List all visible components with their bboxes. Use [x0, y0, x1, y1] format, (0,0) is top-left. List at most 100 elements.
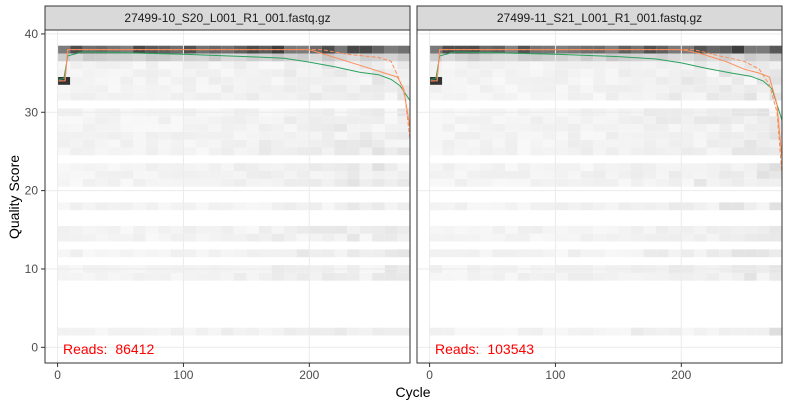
heat-cell — [271, 272, 285, 281]
facet-panel-1: 27499-10_S20_L001_R1_001.fastq.gz Reads:… — [44, 5, 411, 364]
heat-cell — [593, 69, 606, 77]
heat-cell — [259, 77, 272, 85]
heat-cell — [719, 131, 732, 140]
heat-cell — [296, 202, 310, 211]
heat-cell — [95, 139, 108, 148]
heat-cell — [397, 225, 410, 234]
heat-cell — [693, 171, 707, 179]
heat-cell — [429, 61, 443, 70]
heat-cell — [384, 45, 398, 54]
heat-cell — [442, 178, 455, 187]
quartile-quality-line — [430, 49, 783, 176]
heat-cell — [618, 69, 631, 77]
heat-cell — [744, 116, 757, 124]
heat-cell — [744, 225, 757, 234]
heat-cell — [284, 61, 297, 70]
heat-cell — [643, 92, 657, 101]
heat-cell — [259, 272, 272, 281]
heat-cell — [668, 171, 682, 179]
heat-cell — [530, 171, 543, 179]
heat-cell — [618, 139, 631, 148]
heat-cell — [246, 147, 259, 156]
heat-cell — [555, 233, 568, 242]
y-tick-label: 20 — [25, 184, 39, 198]
heat-cell — [70, 69, 83, 77]
heat-cell — [442, 53, 455, 62]
heat-cell — [107, 178, 121, 187]
heat-cell — [57, 131, 71, 140]
heat-cell — [309, 147, 322, 156]
heat-cell — [70, 61, 83, 70]
heat-cell — [284, 272, 297, 281]
heat-cell — [442, 131, 455, 140]
heat-cell — [693, 92, 707, 101]
heat-cell — [706, 131, 720, 140]
heat-cell — [605, 124, 619, 132]
heat-cell — [271, 124, 285, 132]
heat-cell — [568, 225, 581, 234]
heat-cell — [530, 69, 543, 77]
heat-cell — [158, 131, 171, 140]
heat-cell — [555, 225, 568, 234]
heat-cell — [246, 77, 259, 85]
heat-cell — [580, 327, 594, 336]
heat-cell — [479, 77, 493, 85]
heat-cell — [309, 272, 322, 281]
heat-cell — [221, 249, 234, 258]
heat-cell — [359, 92, 373, 101]
heat-cell — [196, 249, 209, 258]
heat-cell — [668, 163, 682, 171]
heat-cell — [309, 116, 322, 124]
heat-cell — [397, 69, 410, 77]
heat-cell — [296, 233, 310, 242]
heat-cell — [643, 116, 657, 124]
heat-cell — [593, 77, 606, 85]
heat-cell — [568, 249, 581, 258]
heat-cell — [347, 124, 360, 132]
heat-cell — [133, 147, 146, 156]
heat-cell — [133, 202, 146, 211]
heat-cell — [568, 202, 581, 211]
heat-cell — [284, 84, 297, 93]
heat-cell — [259, 92, 272, 101]
heat-cell — [631, 124, 644, 132]
heat-cell — [284, 131, 297, 140]
heat-cell — [57, 45, 71, 54]
facet-panel-2: 27499-11_S21_L001_R1_001.fastq.gz Reads:… — [416, 5, 783, 364]
heat-cell — [479, 163, 493, 171]
heat-cell — [530, 92, 543, 101]
heat-cell — [756, 53, 770, 62]
heat-cell — [731, 124, 745, 132]
heat-cell — [133, 163, 146, 171]
x-axis-2: 0 100 200 — [426, 363, 692, 382]
heat-cell — [57, 202, 71, 211]
heat-cell — [145, 327, 159, 336]
heat-cell — [568, 163, 581, 171]
heat-cell — [744, 69, 757, 77]
heat-cell — [196, 116, 209, 124]
heat-cell — [568, 171, 581, 179]
heat-cell — [479, 202, 493, 211]
heat-cell — [656, 116, 669, 124]
heat-cell — [454, 124, 468, 132]
heat-cell — [271, 131, 285, 140]
heat-cell — [246, 116, 259, 124]
x-tick-label: 0 — [426, 368, 433, 382]
heat-cell — [568, 92, 581, 101]
heat-cell — [397, 77, 410, 85]
heat-cell — [429, 131, 443, 140]
heat-cell — [530, 139, 543, 148]
heat-cell — [158, 178, 171, 187]
heat-cell — [706, 61, 720, 70]
heat-cell — [309, 249, 322, 258]
heat-cell — [744, 202, 757, 211]
heat-cell — [95, 171, 108, 179]
heat-cell — [656, 139, 669, 148]
heat-cell — [479, 171, 493, 179]
heat-cell — [284, 225, 297, 234]
heat-cell — [372, 225, 385, 234]
heat-cell — [321, 163, 335, 171]
heat-cell — [580, 249, 594, 258]
y-axis-title: Quality Score — [6, 155, 22, 239]
heat-cell — [221, 116, 234, 124]
